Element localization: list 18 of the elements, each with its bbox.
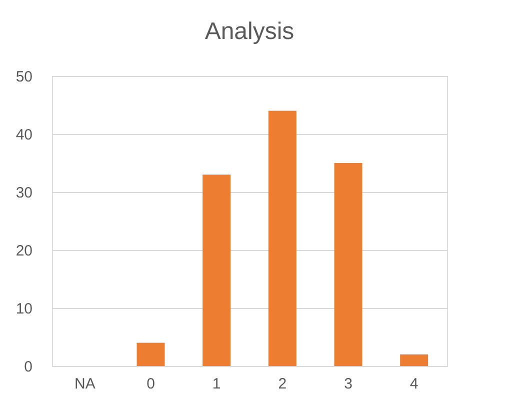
x-tick-label: NA	[74, 376, 96, 392]
x-tick-label: 2	[278, 376, 287, 392]
y-tick-label: 50	[16, 68, 32, 86]
bar	[268, 110, 296, 366]
y-tick-label: 30	[16, 184, 32, 202]
chart-title: Analysis	[204, 18, 294, 45]
bar	[136, 342, 165, 366]
y-tick-label: 10	[16, 300, 32, 318]
y-tick-label: 20	[16, 242, 32, 260]
bar	[400, 354, 428, 366]
x-tick-label: 0	[146, 376, 155, 392]
x-tick-label: 1	[212, 376, 221, 392]
bar	[202, 174, 231, 366]
x-tick-label: 4	[410, 376, 418, 392]
y-tick-label: 0	[24, 358, 32, 376]
bar	[334, 163, 362, 366]
y-tick-label: 40	[16, 126, 32, 144]
x-tick-label: 3	[344, 376, 352, 392]
